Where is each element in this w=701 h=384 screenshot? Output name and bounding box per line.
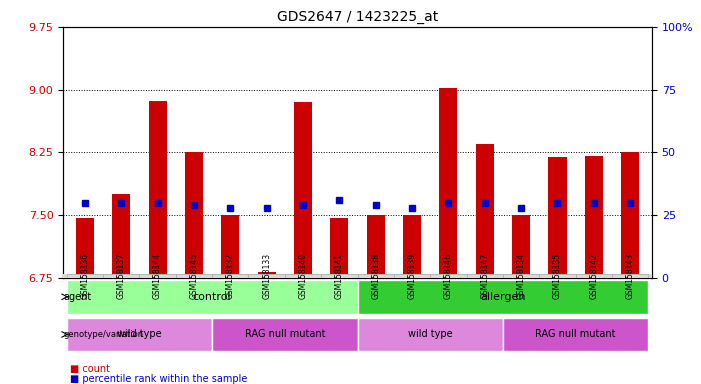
- Text: RAG null mutant: RAG null mutant: [245, 329, 325, 339]
- Text: GSM158132: GSM158132: [226, 253, 235, 299]
- FancyBboxPatch shape: [67, 318, 212, 351]
- FancyBboxPatch shape: [212, 318, 358, 351]
- Text: GSM158143: GSM158143: [625, 253, 634, 299]
- Text: GSM158138: GSM158138: [372, 253, 380, 299]
- Bar: [294, 102, 312, 278]
- FancyBboxPatch shape: [503, 274, 539, 278]
- Text: control: control: [193, 292, 231, 302]
- Text: ■ count: ■ count: [70, 364, 110, 374]
- FancyBboxPatch shape: [539, 274, 576, 278]
- Bar: [367, 215, 385, 278]
- Text: GSM158135: GSM158135: [553, 253, 562, 299]
- Text: GSM158141: GSM158141: [335, 253, 343, 299]
- FancyBboxPatch shape: [394, 274, 430, 278]
- Bar: [330, 218, 348, 278]
- Text: allergen: allergen: [480, 292, 526, 302]
- Text: GSM158146: GSM158146: [444, 253, 453, 299]
- Text: agent: agent: [64, 292, 92, 302]
- FancyBboxPatch shape: [358, 274, 394, 278]
- FancyBboxPatch shape: [358, 318, 503, 351]
- Bar: [222, 215, 239, 278]
- FancyBboxPatch shape: [430, 274, 467, 278]
- FancyBboxPatch shape: [139, 274, 176, 278]
- Bar: [440, 88, 458, 278]
- FancyBboxPatch shape: [176, 274, 212, 278]
- Text: GSM158140: GSM158140: [299, 253, 308, 299]
- FancyBboxPatch shape: [503, 318, 648, 351]
- FancyBboxPatch shape: [285, 274, 321, 278]
- Text: GSM158134: GSM158134: [517, 253, 526, 299]
- FancyBboxPatch shape: [467, 274, 503, 278]
- FancyBboxPatch shape: [67, 274, 103, 278]
- Text: GSM158139: GSM158139: [407, 253, 416, 299]
- Bar: [257, 272, 275, 278]
- FancyBboxPatch shape: [212, 274, 248, 278]
- Text: GSM158137: GSM158137: [117, 253, 125, 299]
- Text: ■ percentile rank within the sample: ■ percentile rank within the sample: [70, 374, 247, 384]
- Bar: [76, 218, 94, 278]
- Text: GSM158145: GSM158145: [189, 253, 198, 299]
- FancyBboxPatch shape: [103, 274, 139, 278]
- Bar: [548, 157, 566, 278]
- Bar: [149, 101, 167, 278]
- Bar: [476, 144, 494, 278]
- Text: RAG null mutant: RAG null mutant: [536, 329, 616, 339]
- Text: GSM158133: GSM158133: [262, 253, 271, 299]
- Text: genotype/variation: genotype/variation: [64, 330, 144, 339]
- FancyBboxPatch shape: [612, 274, 648, 278]
- FancyBboxPatch shape: [248, 274, 285, 278]
- FancyBboxPatch shape: [67, 280, 358, 314]
- Text: GSM158136: GSM158136: [81, 253, 90, 299]
- Bar: [112, 194, 130, 278]
- Bar: [621, 152, 639, 278]
- Bar: [185, 152, 203, 278]
- Text: wild type: wild type: [117, 329, 162, 339]
- Bar: [585, 156, 603, 278]
- FancyBboxPatch shape: [358, 280, 648, 314]
- FancyBboxPatch shape: [576, 274, 612, 278]
- Text: GSM158142: GSM158142: [590, 253, 598, 299]
- Text: GSM158147: GSM158147: [480, 253, 489, 299]
- Bar: [403, 215, 421, 278]
- FancyBboxPatch shape: [321, 274, 358, 278]
- Text: GSM158144: GSM158144: [153, 253, 162, 299]
- Bar: [512, 215, 530, 278]
- Title: GDS2647 / 1423225_at: GDS2647 / 1423225_at: [277, 10, 438, 25]
- Text: wild type: wild type: [408, 329, 453, 339]
